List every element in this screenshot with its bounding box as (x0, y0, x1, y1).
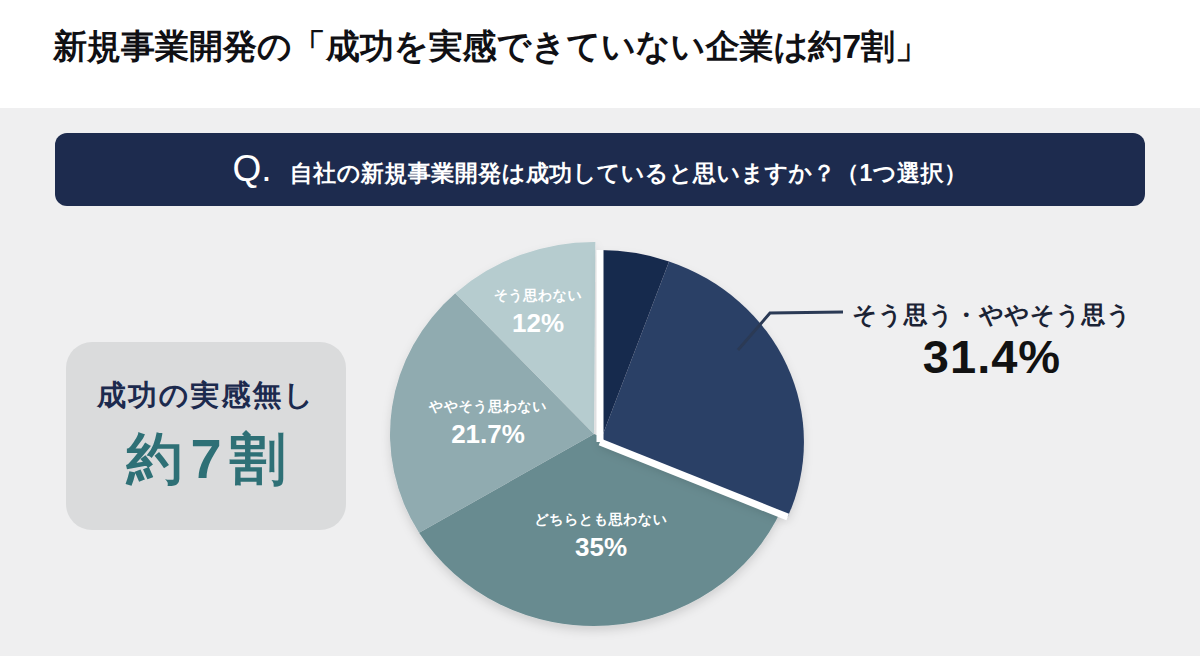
slice-label: どちらとも思わない35% (534, 511, 667, 563)
slice-label: そう思わない12% (494, 287, 583, 339)
slice-label: ややそう思わない21.7% (429, 398, 547, 450)
callout-value: 31.4% (923, 329, 1061, 384)
callout-label: そう思う・ややそう思う (852, 299, 1132, 331)
